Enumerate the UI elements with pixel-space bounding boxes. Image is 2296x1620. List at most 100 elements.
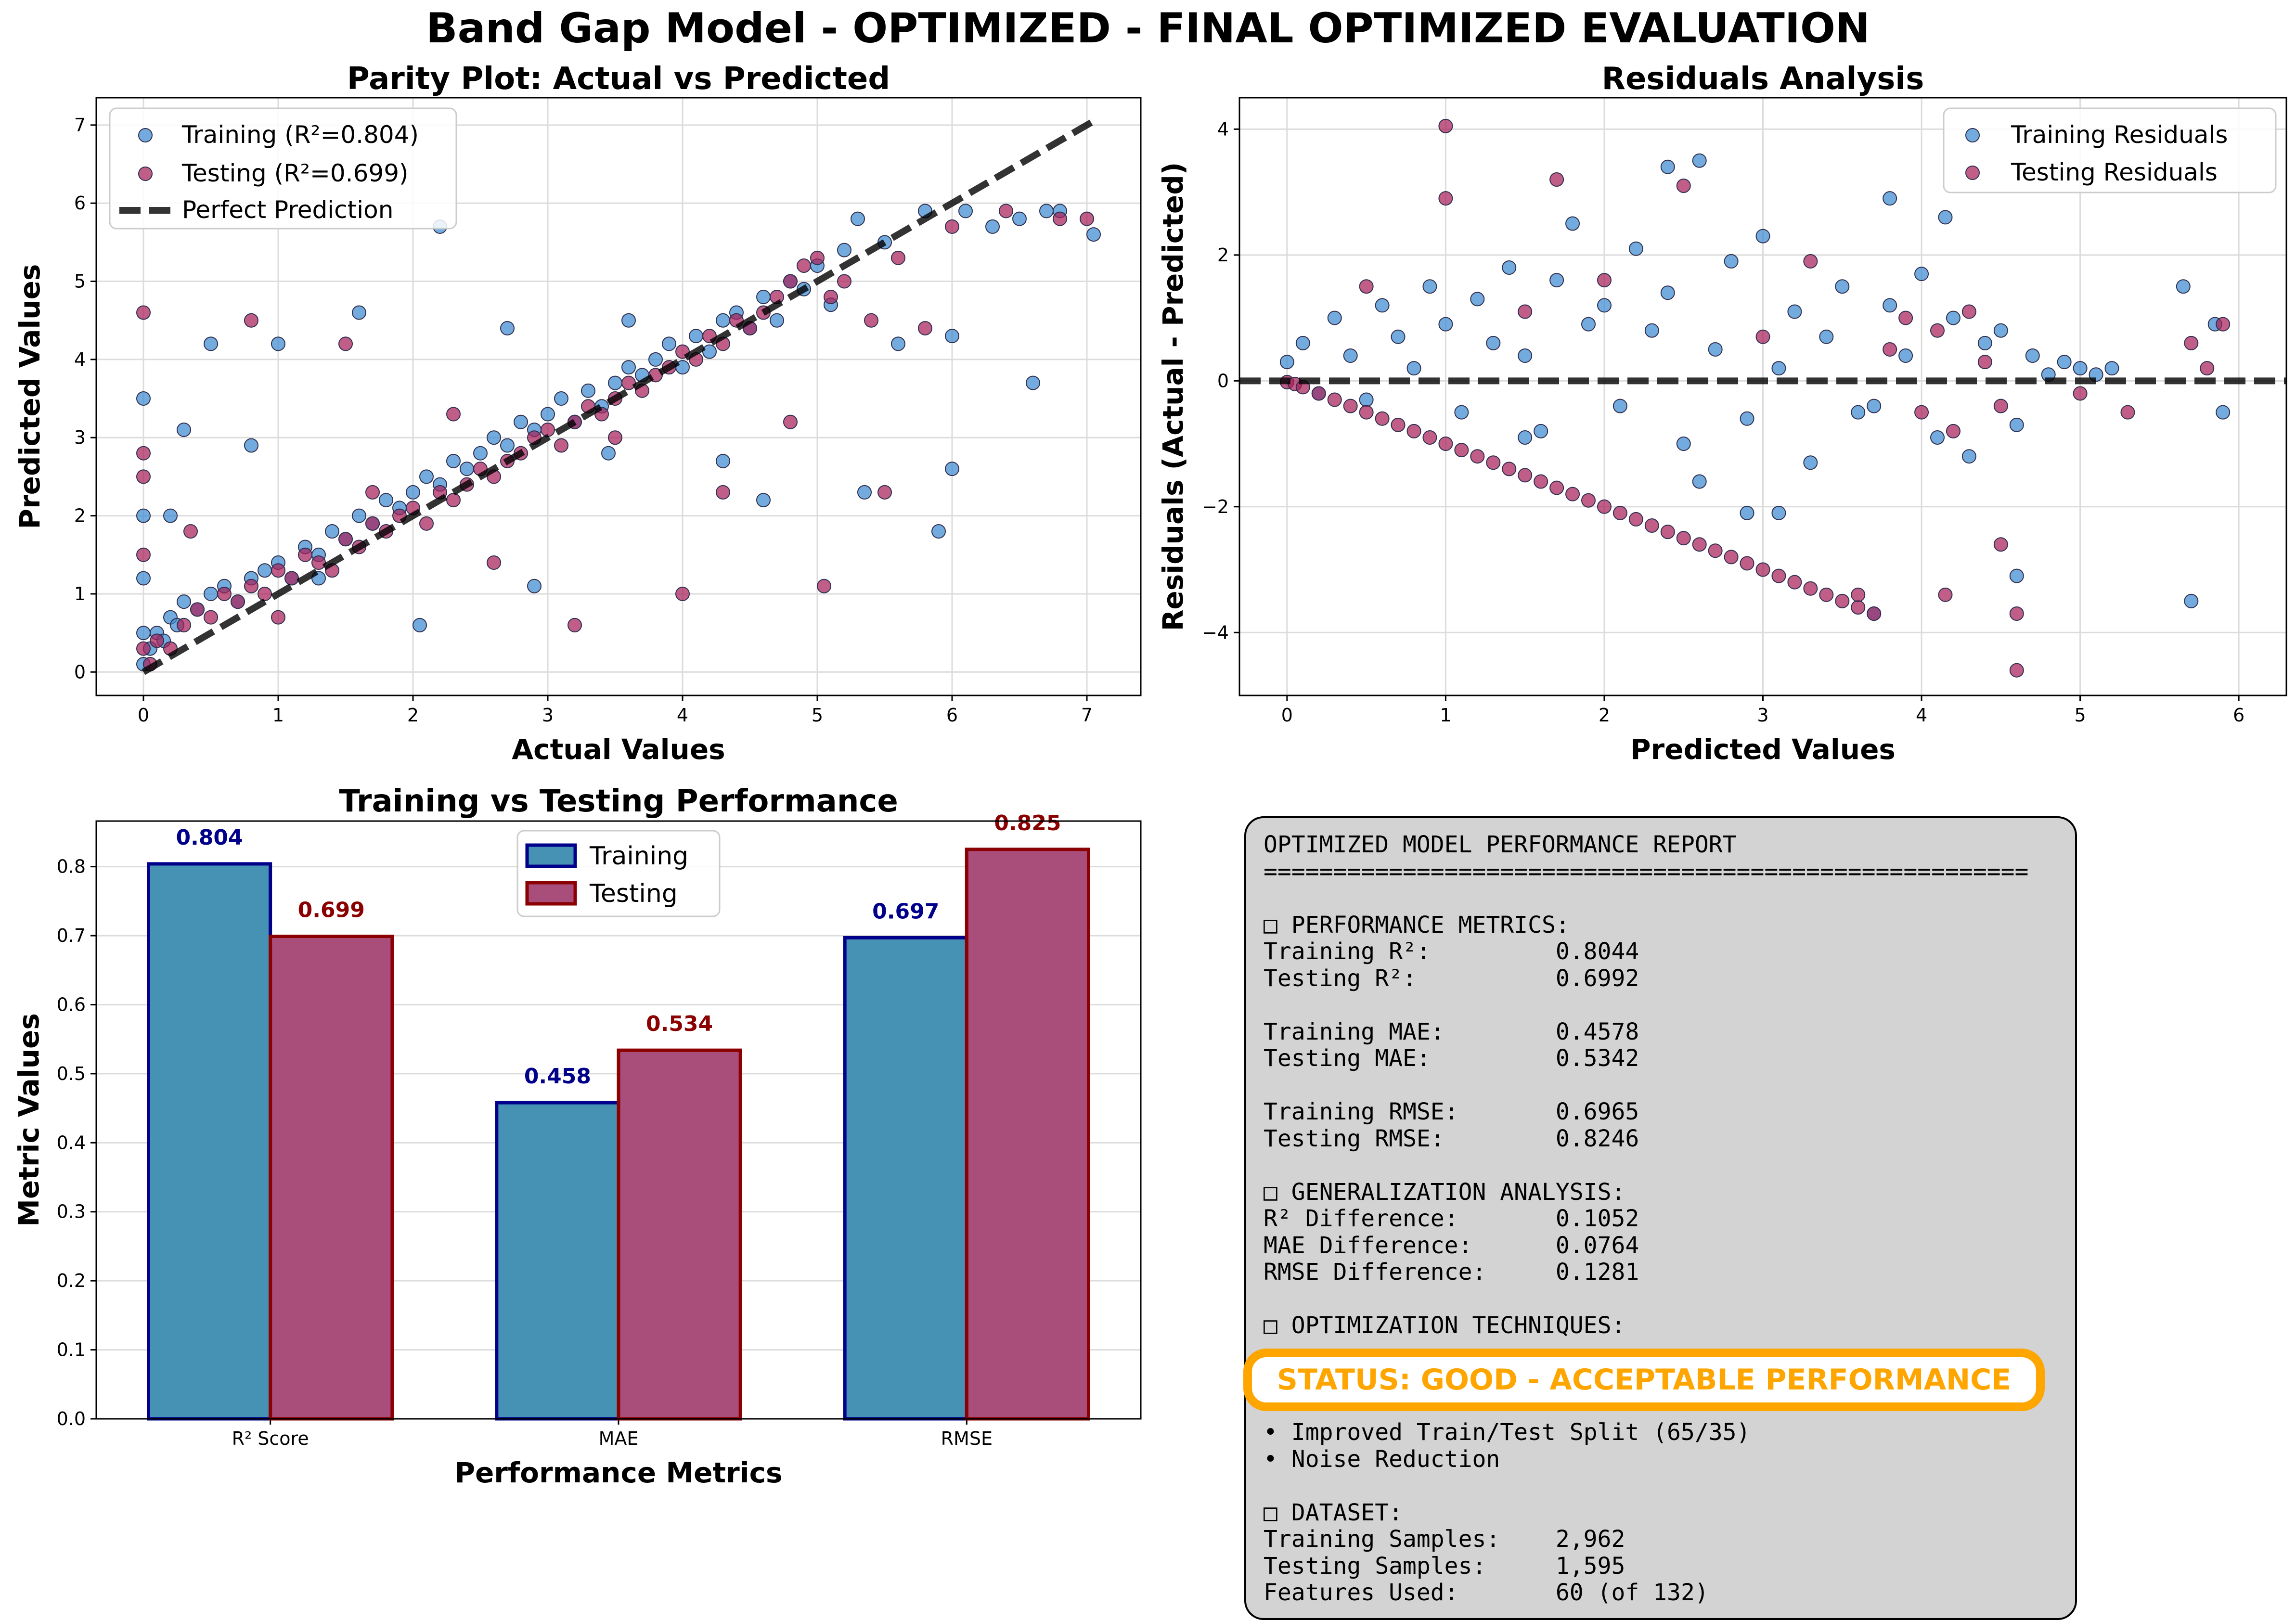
testing-point	[204, 610, 218, 625]
training-point	[1914, 267, 1929, 282]
testing-point	[365, 516, 380, 531]
training-point	[163, 508, 178, 523]
testing-point	[1422, 430, 1437, 445]
report-line: □ DATASET:	[1264, 1499, 1403, 1526]
testing-point	[1660, 525, 1675, 540]
testing-point	[190, 602, 205, 617]
legend-marker-training	[525, 843, 577, 868]
testing-point	[1867, 606, 1882, 621]
y-tick-label: 0.7	[57, 925, 86, 946]
testing-bar	[617, 1048, 742, 1421]
training-point	[413, 617, 427, 632]
report-line	[1264, 1152, 2058, 1179]
testing-point	[1851, 587, 1866, 602]
testing-point	[2120, 405, 2135, 420]
testing-point	[1708, 543, 1723, 558]
testing-point	[1406, 424, 1421, 438]
x-tick-label: 4	[677, 705, 688, 726]
testing-point	[1803, 581, 1818, 596]
x-tick-label: 3	[1757, 705, 1768, 726]
training-point	[1534, 424, 1548, 438]
testing-point	[1977, 355, 1992, 370]
training-point	[1946, 310, 1961, 325]
report-line: □ PERFORMANCE METRICS:	[1264, 911, 1570, 939]
training-point	[1835, 279, 1850, 294]
y-tick-label: 2	[1217, 244, 1229, 266]
testing-point	[1438, 118, 1453, 133]
y-tick-label: 7	[74, 115, 86, 136]
testing-point	[1327, 392, 1342, 407]
training-point	[662, 336, 676, 351]
x-tick-label: 1	[1440, 705, 1451, 726]
training-point	[136, 571, 151, 586]
legend-label-training: Training (R²=0.804)	[181, 121, 419, 149]
training-point	[689, 329, 703, 344]
training-point	[2216, 405, 2231, 420]
legend-label-testing: Testing Residuals	[2011, 158, 2218, 186]
y-tick-label: 4	[74, 349, 86, 370]
y-tick-label: 0.3	[57, 1201, 86, 1222]
testing-point	[284, 571, 299, 586]
training-bar	[495, 1101, 620, 1421]
testing-point	[1883, 342, 1897, 357]
training-point	[756, 290, 771, 304]
training-point	[1039, 204, 1054, 219]
chart-title: Training vs Testing Performance	[339, 784, 898, 819]
axes-border	[1238, 97, 2287, 696]
training-point	[1502, 260, 1517, 275]
bar-value-label: 0.804	[176, 825, 243, 850]
legend-label-reference: Perfect Prediction	[182, 196, 393, 224]
training-point	[446, 453, 461, 468]
testing-bar	[965, 848, 1091, 1421]
testing-point	[298, 547, 312, 562]
training-point	[1771, 361, 1786, 376]
y-tick-label: −2	[1202, 496, 1229, 517]
training-point	[2184, 593, 2199, 608]
testing-point	[891, 250, 905, 265]
testing-point	[1835, 593, 1850, 608]
bar-value-label: 0.697	[872, 899, 939, 924]
legend-label-testing: Testing (R²=0.699)	[181, 159, 409, 187]
testing-point	[783, 414, 798, 429]
axes-border	[95, 97, 1142, 696]
legend-box	[109, 107, 457, 230]
testing-point	[1851, 600, 1866, 615]
training-point	[1279, 355, 1294, 370]
training-point	[945, 462, 959, 476]
testing-point	[797, 258, 811, 273]
training-point	[1740, 505, 1754, 520]
y-tick-label: 0.0	[57, 1408, 86, 1429]
training-point	[1740, 411, 1754, 426]
training-point	[601, 446, 616, 461]
report-line: ========================================…	[1264, 858, 2029, 885]
training-point	[177, 594, 191, 609]
training-point	[473, 446, 488, 461]
testing-point	[1724, 550, 1739, 565]
testing-point	[675, 586, 690, 601]
training-point	[1518, 348, 1533, 363]
testing-point	[2009, 606, 2024, 621]
x-tick-label: 2	[1599, 705, 1610, 726]
testing-point	[554, 438, 568, 453]
testing-point	[136, 446, 151, 461]
training-point	[1883, 191, 1897, 206]
testing-point	[1740, 556, 1754, 571]
report-line: RMSE Difference: 0.1281	[1264, 1259, 1639, 1286]
training-bar	[843, 936, 968, 1421]
training-point	[136, 391, 151, 406]
training-point	[136, 626, 151, 641]
bar-value-label: 0.699	[298, 898, 365, 923]
testing-point	[864, 313, 878, 328]
testing-point	[1454, 443, 1469, 458]
training-point	[1549, 273, 1564, 288]
training-point	[2176, 279, 2191, 294]
y-tick-label: 0.2	[57, 1270, 86, 1291]
training-point	[1597, 298, 1612, 313]
training-point	[1930, 430, 1945, 445]
performance-bar-chart: 0.0 0.1 0.2 0.3 0.4 0.5 0.6 0.7 0.8 R² Score 0.804…	[13, 784, 1142, 1489]
y-tick-label: 0	[74, 661, 86, 682]
training-point	[702, 344, 717, 359]
testing-point	[446, 493, 461, 508]
training-point	[1724, 254, 1739, 269]
training-point	[985, 219, 1000, 234]
